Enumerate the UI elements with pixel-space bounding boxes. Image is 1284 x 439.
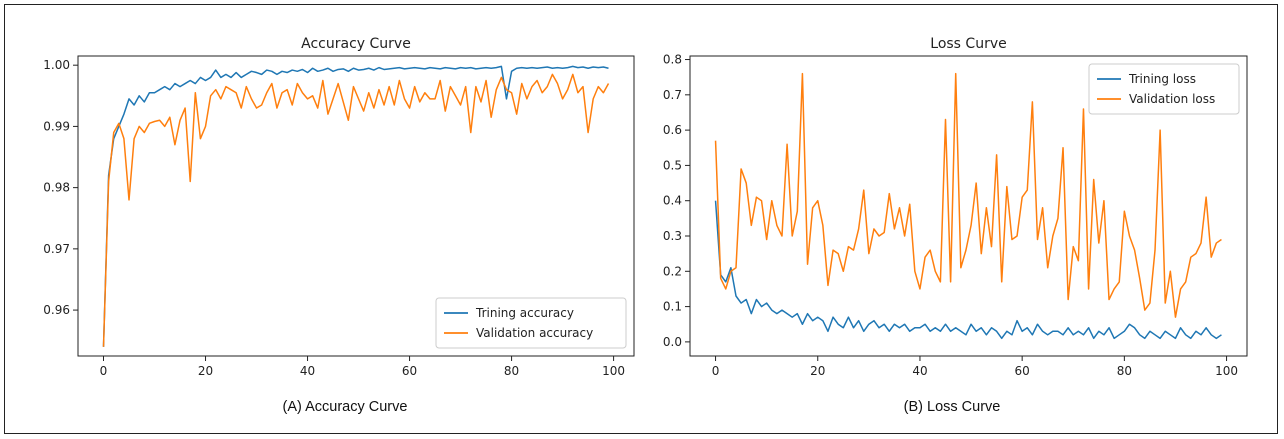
- legend-label-validation-loss: Validation loss: [1129, 92, 1215, 106]
- chart-title: Loss Curve: [930, 36, 1006, 52]
- y-tick-label: 0.96: [43, 303, 70, 317]
- accuracy-chart: Accuracy Curve 0 20 40 60 80 100 0.96 0.97 0.98 0.…: [43, 36, 635, 378]
- y-tick-label: 0.1: [663, 300, 682, 314]
- legend-label-trining-loss: Trining loss: [1128, 72, 1196, 86]
- y-tick-label: 1.00: [43, 58, 70, 72]
- series-line-validation-loss: [714, 72, 1222, 318]
- x-tick-label: 100: [602, 364, 625, 378]
- y-tick-label: 0.7: [663, 88, 682, 102]
- y-tick-label: 0.5: [663, 158, 682, 172]
- axes-frame: [77, 55, 635, 357]
- x-tick-label: 80: [504, 364, 519, 378]
- caption-accuracy: (A) Accuracy Curve: [282, 399, 408, 415]
- axes-frame: [689, 55, 1248, 357]
- x-tick-label: 80: [1117, 364, 1132, 378]
- legend-label-validation-accuracy: Validation accuracy: [476, 326, 593, 340]
- caption-loss: (B) Loss Curve: [903, 399, 1001, 415]
- y-tick-label: 0.4: [663, 194, 682, 208]
- x-tick-label: 60: [1015, 364, 1030, 378]
- x-tick-label: 100: [1215, 364, 1238, 378]
- legend-box: [435, 297, 627, 349]
- y-tick-label: 0.98: [43, 181, 70, 195]
- x-tick-label: 20: [810, 364, 825, 378]
- y-tick-label: 0.0: [663, 335, 682, 349]
- x-tick-label: 0: [100, 364, 108, 378]
- series-line-trining-accuracy: [102, 65, 609, 347]
- y-tick-label: 0.6: [663, 123, 682, 137]
- legend-box: [1088, 63, 1240, 115]
- x-tick-label: 60: [402, 364, 417, 378]
- y-tick-label: 0.3: [663, 229, 682, 243]
- x-tick-label: 20: [198, 364, 213, 378]
- y-tick-label: 0.8: [663, 53, 682, 67]
- chart-title: Accuracy Curve: [301, 36, 411, 52]
- x-tick-label: 40: [300, 364, 315, 378]
- loss-chart: Loss Curve 0 20 40 60 80 100 0.0 0.1 0.2 0.3 0.4 0.5…: [663, 36, 1248, 378]
- series-line-validation-accuracy: [102, 73, 610, 347]
- legend-label-trining-accuracy: Trining accuracy: [475, 306, 574, 320]
- x-tick-label: 40: [912, 364, 927, 378]
- y-tick-label: 0.99: [43, 119, 70, 133]
- series-line-trining-loss: [714, 200, 1222, 340]
- y-tick-label: 0.97: [43, 242, 70, 256]
- y-tick-label: 0.2: [663, 264, 682, 278]
- x-tick-label: 0: [712, 364, 720, 378]
